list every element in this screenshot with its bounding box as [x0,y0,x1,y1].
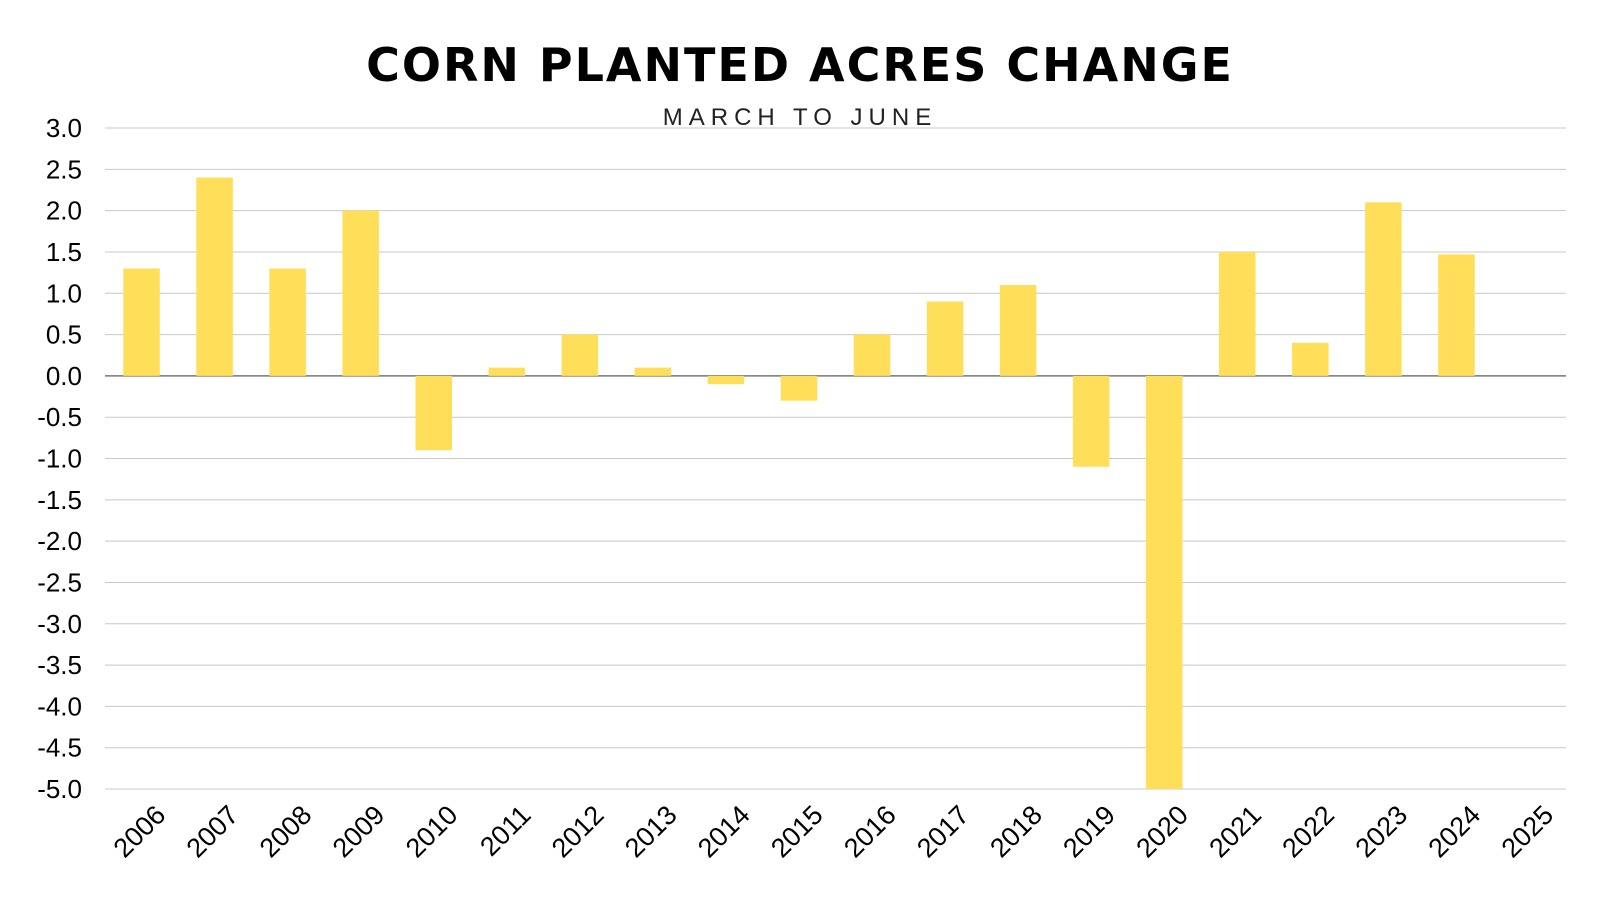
x-tick-label: 2018 [984,800,1048,864]
bar-2009 [342,210,379,376]
x-tick-label: 2017 [911,800,975,864]
y-tick-label: -2.5 [37,567,82,597]
bar-2015 [780,375,818,401]
bar-2008 [269,268,306,376]
x-tick-label: 2020 [1130,800,1194,864]
y-tick-label: -2.0 [37,526,82,556]
y-tick-label: 2.5 [46,154,82,184]
x-tick-label: 2022 [1276,800,1340,864]
bar-2014 [707,375,745,385]
x-tick-label: 2019 [1057,800,1121,864]
bar-2012 [561,334,599,376]
bar-2020 [1145,375,1183,789]
y-tick-label: -4.0 [37,691,82,721]
y-tick-label: -5.0 [37,774,82,804]
y-tick-label: -3.0 [37,609,82,639]
bar-2017 [926,301,964,376]
x-tick-label: 2009 [327,800,391,864]
bar-2007 [196,177,233,376]
bar-2006 [123,268,160,376]
x-tick-label: 2011 [474,800,536,862]
x-tick-label: 2016 [838,800,902,864]
y-tick-label: 0.0 [46,361,82,391]
bar-2023 [1365,202,1402,376]
x-tick-label: 2007 [181,800,245,864]
y-tick-label: -4.5 [37,733,82,763]
x-tick-label: 2024 [1423,800,1487,864]
bar-2010 [415,375,452,451]
y-tick-label: -1.0 [37,444,82,474]
bar-2019 [1072,375,1110,467]
y-tick-label: -0.5 [37,402,82,432]
bar-2021 [1219,251,1256,376]
x-tick-label: 2013 [619,800,683,864]
y-tick-label: 1.0 [46,278,82,308]
bar-2013 [634,367,672,376]
bar-2022 [1292,342,1329,376]
x-tick-label: 2021 [1203,800,1267,864]
bar-2024 [1438,254,1475,376]
x-tick-label: 2025 [1496,800,1560,864]
chart-title: CORN PLANTED ACRES CHANGE [366,38,1234,92]
y-tick-label: 3.0 [46,113,82,143]
y-tick-label: 2.0 [46,196,82,226]
x-tick-label: 2023 [1350,800,1414,864]
x-tick-label: 2008 [254,800,318,864]
bar-2018 [999,284,1037,376]
bar-2011 [488,367,526,376]
bar-2016 [853,334,891,376]
x-tick-label: 2015 [765,800,829,864]
y-tick-label: -3.5 [37,650,82,680]
x-tick-label: 2006 [108,800,172,864]
x-tick-label: 2012 [546,800,610,864]
x-tick-label: 2014 [692,800,756,864]
y-tick-label: 0.5 [46,320,82,350]
x-tick-label: 2010 [400,800,464,864]
chart-subtitle: MARCH TO JUNE [662,104,938,131]
y-tick-label: 1.5 [46,237,82,267]
y-tick-label: -1.5 [37,485,82,515]
